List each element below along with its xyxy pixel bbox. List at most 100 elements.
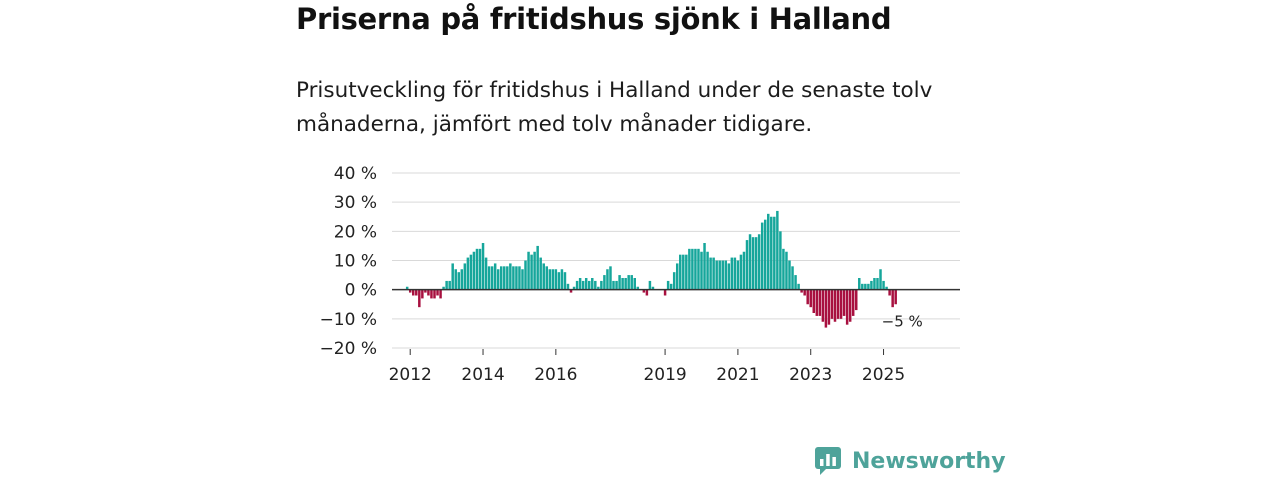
bar	[882, 280, 885, 290]
bar	[709, 257, 712, 290]
bar	[512, 266, 515, 290]
bar	[748, 234, 752, 290]
bar	[518, 266, 521, 290]
bar	[475, 248, 479, 290]
bar	[715, 260, 718, 290]
bar	[861, 283, 864, 290]
bar	[624, 278, 627, 290]
bar	[500, 266, 503, 290]
x-axis-ticks: 2012 2014 2016 2019 2021 2023 2025	[389, 349, 905, 385]
brand-logo: Newsworthy	[814, 446, 1006, 476]
bar	[763, 219, 767, 290]
bar	[666, 280, 670, 290]
x-tick-label: 2016	[534, 365, 577, 385]
bar	[466, 257, 470, 290]
bar	[527, 251, 530, 290]
bar	[597, 286, 600, 290]
bar	[581, 280, 585, 290]
bar	[679, 254, 682, 290]
bar	[484, 257, 488, 290]
bar	[460, 269, 464, 290]
bar	[776, 210, 779, 290]
bar	[700, 251, 703, 290]
bar	[779, 231, 782, 290]
bar	[812, 289, 816, 313]
bar	[751, 237, 755, 290]
bar	[572, 286, 576, 290]
bar	[424, 289, 427, 293]
bar	[621, 278, 624, 290]
bar	[724, 260, 728, 290]
bar	[827, 289, 831, 325]
bar	[745, 240, 749, 290]
bar	[806, 289, 809, 305]
bar-series	[405, 210, 897, 328]
y-tick-label: 30 %	[334, 193, 377, 213]
bar	[730, 257, 734, 290]
bar	[560, 269, 564, 290]
bar	[415, 289, 418, 296]
bar	[533, 251, 536, 290]
bar	[530, 254, 533, 290]
bar	[754, 237, 758, 290]
bar	[736, 260, 740, 290]
bar	[454, 269, 457, 290]
bar	[545, 266, 548, 290]
gridlines	[392, 172, 960, 349]
bar	[405, 286, 409, 290]
bar	[469, 254, 473, 290]
bar	[879, 269, 882, 290]
bar	[618, 275, 621, 290]
bar	[675, 263, 679, 290]
bar	[721, 260, 724, 290]
bar	[612, 280, 615, 290]
bar	[694, 248, 697, 290]
bar	[685, 254, 688, 290]
bar	[833, 289, 837, 322]
bar	[487, 266, 491, 290]
bar	[412, 289, 415, 296]
bar	[873, 278, 876, 290]
bar	[830, 289, 834, 319]
chart-subtitle: Prisutveckling för fritidshus i Halland …	[296, 78, 933, 137]
bar	[663, 289, 667, 296]
bar	[503, 266, 506, 290]
bar	[739, 254, 743, 290]
bar	[858, 278, 861, 290]
bar	[648, 280, 652, 290]
bar	[490, 266, 494, 290]
y-tick-label: 0 %	[345, 281, 377, 301]
bar	[742, 251, 746, 290]
y-tick-label: 20 %	[334, 222, 377, 242]
bar	[803, 289, 806, 296]
bar	[870, 280, 873, 290]
bar	[463, 263, 467, 290]
bar	[800, 289, 803, 293]
bar	[575, 280, 579, 290]
bar	[672, 272, 676, 290]
bar	[794, 275, 797, 290]
bar	[888, 289, 891, 296]
bar	[894, 289, 897, 305]
bar	[767, 213, 770, 290]
newsworthy-logo-icon	[815, 447, 841, 475]
bar	[630, 275, 633, 290]
bar	[594, 280, 597, 290]
bar	[457, 272, 461, 290]
bar	[651, 286, 655, 290]
y-tick-label: −10 %	[320, 310, 377, 330]
bar	[496, 269, 500, 290]
bar	[539, 257, 542, 290]
bar	[669, 283, 673, 290]
bar	[718, 260, 721, 290]
bar	[642, 289, 646, 293]
x-tick-label: 2012	[389, 365, 432, 385]
bar	[855, 289, 858, 311]
bar	[481, 243, 485, 290]
bar	[600, 280, 603, 290]
bar	[521, 269, 524, 290]
bar	[864, 283, 867, 290]
bar	[848, 289, 852, 322]
bar	[442, 286, 445, 290]
x-tick-label: 2019	[643, 365, 686, 385]
